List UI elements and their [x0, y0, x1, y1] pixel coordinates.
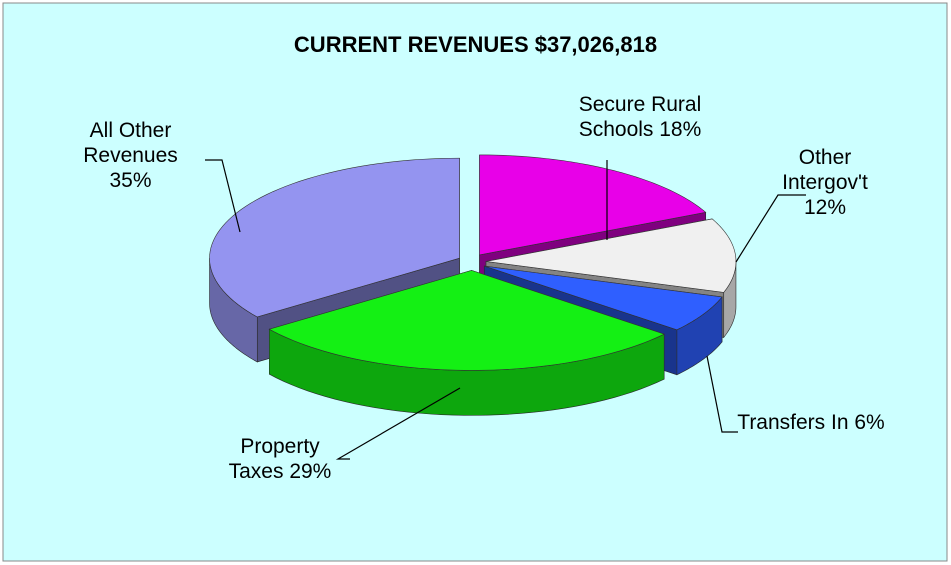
data-label: Property Taxes 29%: [228, 435, 332, 483]
data-label: Other Intergov't 12%: [782, 146, 868, 219]
data-label: All Other Revenues 35%: [83, 119, 178, 192]
slice-top: [479, 154, 707, 256]
leader-line: [205, 159, 241, 233]
chart-title: CURRENT REVENUES $37,026,818: [293, 32, 658, 57]
pie-slice: [268, 269, 665, 416]
slice-shade: [269, 329, 665, 416]
data-label: Secure Rural Schools 18%: [578, 93, 702, 141]
leader-line: [735, 194, 806, 263]
slice-top: [209, 157, 460, 318]
slice-shade: [676, 296, 723, 375]
slice-shade: [209, 258, 258, 362]
slice-top: [485, 218, 737, 293]
data-label: Transfers In 6%: [737, 411, 885, 434]
slice-top: [268, 270, 665, 371]
leader-line: [706, 355, 738, 433]
leader-line: [335, 387, 461, 460]
slice-shade: [723, 261, 736, 338]
slice-top: [484, 265, 723, 331]
